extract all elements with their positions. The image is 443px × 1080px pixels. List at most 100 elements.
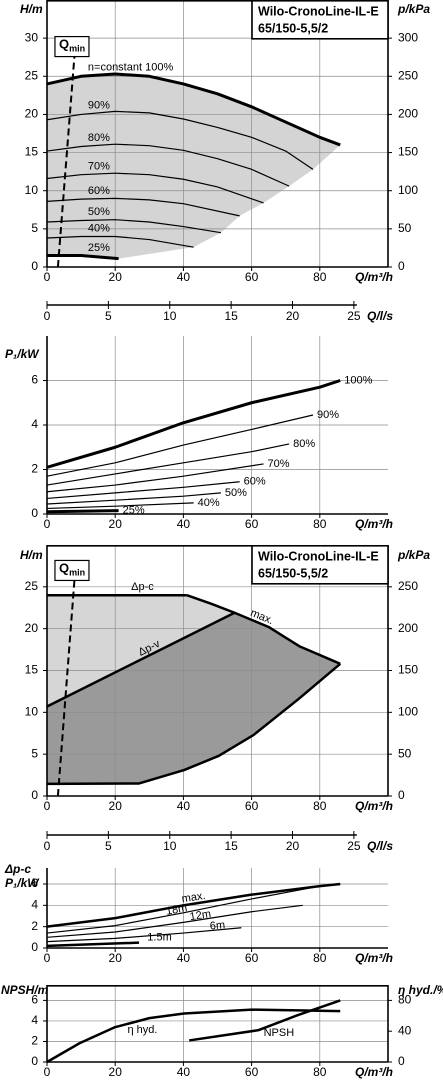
y-axis-label-top: Δp-c (4, 862, 31, 876)
y-tick-label: 15 (25, 663, 39, 677)
y2-tick-label: 100 (398, 705, 418, 719)
qmin-sub: min (69, 44, 85, 54)
x-axis-label: Q/m³/h (355, 1065, 393, 1079)
y-tick-label: 6 (31, 993, 38, 1007)
curve (46, 219, 222, 234)
x2-tick-label: 20 (286, 309, 300, 323)
x2-tick-label: 5 (105, 309, 112, 323)
x-tick-label: 40 (177, 1065, 191, 1079)
qmin-label: Qmin (59, 561, 85, 578)
y-tick-label: 2 (31, 462, 38, 476)
qmin-line (56, 573, 76, 797)
x-axis-label: Q/m³/h (355, 270, 393, 284)
x-tick-label: 80 (313, 1065, 327, 1079)
y2-tick-label: 250 (398, 579, 418, 593)
curve (46, 662, 342, 786)
curve-label: max. (181, 890, 206, 906)
y-tick-label: 5 (31, 746, 38, 760)
curve-label: 80% (88, 132, 110, 144)
qmin-line (56, 49, 76, 268)
y-tick-label: 2 (31, 919, 38, 933)
qmin-box (54, 559, 90, 582)
y-axis-label: P₁/kW (5, 347, 40, 361)
curve-label: 18m (165, 902, 188, 918)
chart-title: Wilo-CronoLine-IL-E (258, 549, 379, 563)
y2-tick-label: 300 (398, 30, 418, 44)
x2-tick-label: 15 (224, 309, 238, 323)
y2-tick-label: 50 (398, 746, 412, 760)
x2-tick-label: 10 (163, 839, 177, 853)
curve (189, 999, 341, 1042)
y2-tick-label: 0 (398, 788, 405, 802)
y2-axis-label: η hyd./% (398, 983, 443, 997)
y-tick-label: 5 (31, 221, 38, 235)
y-tick-label: 10 (25, 705, 39, 719)
x-tick-label: 40 (177, 951, 191, 965)
y-tick-label: 20 (25, 621, 39, 635)
chart-subtitle: 65/150-5,5/2 (258, 566, 328, 580)
curve-label: 40% (88, 222, 110, 234)
y-tick-label: 0 (31, 259, 38, 273)
y2-axis-label: p/kPa (397, 548, 430, 562)
curve (186, 594, 341, 665)
curve-label: 25% (88, 242, 110, 254)
curve-label: 25% (123, 505, 145, 517)
curve-label: η hyd. (127, 1024, 157, 1036)
x-tick-label: 20 (109, 951, 123, 965)
curve (46, 492, 221, 505)
y-tick-label: 0 (31, 1054, 38, 1068)
y-tick-label: 4 (31, 1013, 38, 1027)
y2-axis-label: p/kPa (397, 2, 430, 16)
y-tick-label: 20 (25, 107, 39, 121)
x2-tick-label: 15 (224, 839, 238, 853)
x-tick-label: 80 (313, 951, 327, 965)
curve-label: 1.5m (147, 932, 171, 944)
curve-label: 40% (198, 497, 220, 509)
curve (46, 197, 240, 217)
qmin-box (54, 35, 90, 58)
x-tick-label: 20 (109, 270, 123, 284)
x-tick-label: 20 (109, 517, 123, 531)
x2-tick-label: 5 (105, 839, 112, 853)
curve (46, 414, 314, 477)
curve (46, 611, 236, 708)
y2-tick-label: 40 (398, 1023, 412, 1037)
x-tick-label: 40 (177, 270, 191, 284)
curve (46, 882, 341, 928)
curve-label: 90% (88, 100, 110, 112)
curve (46, 72, 341, 147)
curve-label: 90% (317, 409, 339, 421)
curve (46, 927, 242, 943)
curve (46, 885, 320, 934)
curve-label: 6m (209, 919, 225, 932)
control-range (47, 612, 341, 784)
y-tick-label: 4 (31, 898, 38, 912)
y-tick-label: 25 (25, 579, 39, 593)
x-tick-label: 20 (109, 1065, 123, 1079)
x-tick-label: 60 (245, 799, 259, 813)
curve-label: 70% (268, 458, 290, 470)
curve (46, 502, 194, 510)
curve-label: NPSH (264, 1027, 295, 1039)
curve (46, 110, 314, 170)
x2-tick-label: 0 (44, 309, 51, 323)
y-tick-label: 4 (31, 417, 38, 431)
curve-label: n=constant 100% (88, 62, 174, 74)
y2-tick-label: 150 (398, 145, 418, 159)
x2-tick-label: 0 (44, 839, 51, 853)
x-axis-label: Q/m³/h (355, 799, 393, 813)
x-tick-label: 0 (44, 799, 51, 813)
y2-tick-label: 200 (398, 107, 418, 121)
y2-tick-label: 150 (398, 663, 418, 677)
y2-tick-label: 100 (398, 183, 418, 197)
curve-label: 70% (88, 160, 110, 172)
curve (46, 443, 290, 486)
chart-subtitle: 65/150-5,5/2 (258, 21, 328, 35)
x-tick-label: 60 (245, 270, 259, 284)
x-tick-label: 60 (245, 517, 259, 531)
